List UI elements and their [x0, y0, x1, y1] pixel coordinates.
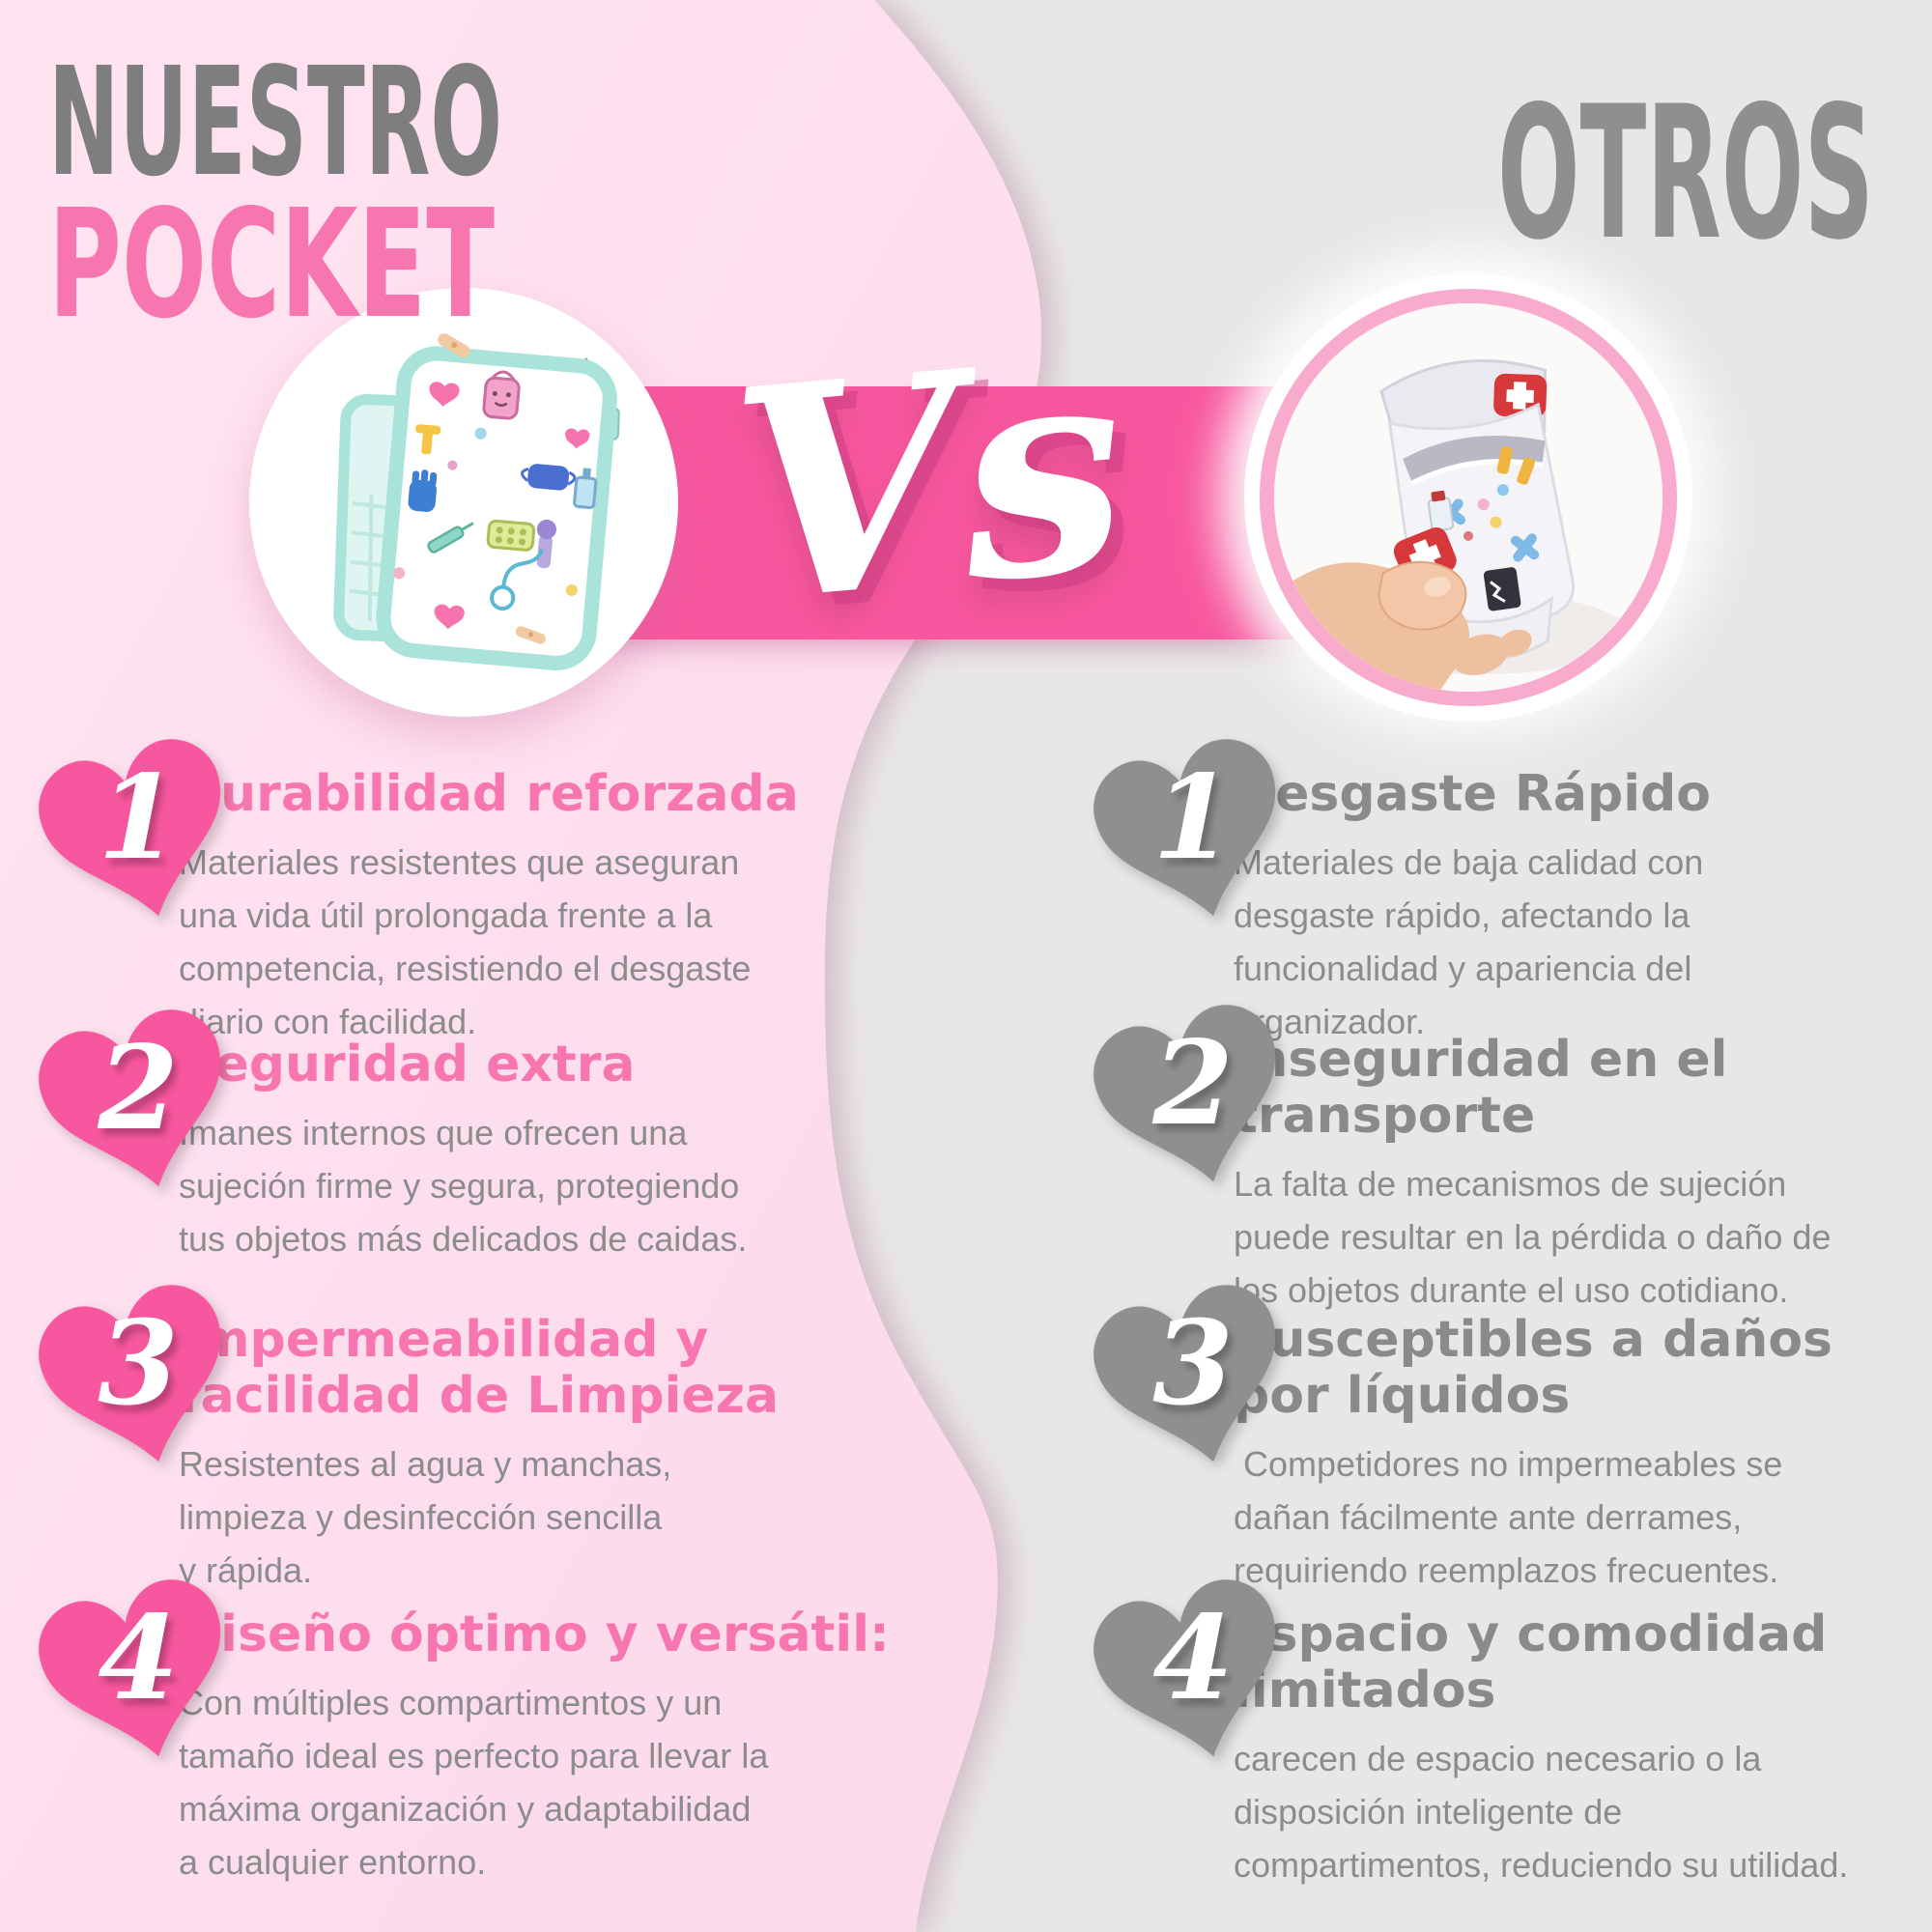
item-number: 4	[1152, 1590, 1234, 1726]
our-pocket-photo-circle	[249, 288, 678, 717]
benefit-item-2: 2 Seguridad extra Imanes internos que of…	[39, 1009, 877, 1265]
drawback-item-2: 2 Inseguridad en el transporte La falta …	[1094, 1005, 1932, 1317]
item-number: 3	[98, 1295, 179, 1432]
item-number: 2	[1152, 1015, 1234, 1151]
left-title-line2: POCKET	[48, 177, 495, 338]
item-body: La falta de mecanismos de sujeción puede…	[1234, 1164, 1832, 1310]
drawback-item-3: 3 Susceptibles a daños por líquidos Comp…	[1094, 1285, 1932, 1597]
competitor-photo	[1274, 303, 1662, 692]
item-title: Seguridad extra	[179, 1036, 636, 1094]
item-number: 3	[1152, 1295, 1234, 1432]
item-body: Resistentes al agua y manchas, limpieza …	[179, 1444, 672, 1590]
our-pocket-benefits: 1 Durabilidad reforzada Materiales resis…	[39, 0, 890, 1932]
item-title: Espacio y comodidad limitados	[1234, 1605, 1828, 1719]
heart-number-icon: 4	[39, 1579, 230, 1763]
item-body: Con múltiples compartimentos y un tamaño…	[179, 1683, 769, 1882]
item-body: Materiales resistentes que aseguran una …	[179, 842, 752, 1041]
item-body: carecen de espacio necesario o la dispos…	[1234, 1739, 1849, 1885]
item-title: Susceptibles a daños por líquidos	[1234, 1311, 1833, 1425]
heart-number-icon: 3	[1094, 1285, 1285, 1468]
item-number: 2	[98, 1020, 179, 1156]
item-title: Durabilidad reforzada	[179, 765, 799, 823]
item-number: 1	[1152, 750, 1234, 886]
right-header: OTROS	[1497, 67, 1874, 275]
competitor-drawbacks: 1 Desgaste Rápido Materiales de baja cal…	[1094, 0, 1932, 1932]
drawback-item-1: 1 Desgaste Rápido Materiales de baja cal…	[1094, 739, 1932, 1048]
competitor-photo-circle	[1260, 289, 1677, 706]
benefit-item-1: 1 Durabilidad reforzada Materiales resis…	[39, 739, 877, 1048]
item-body: Competidores no impermeables se dañan fá…	[1234, 1444, 1783, 1590]
drawback-item-4: 4 Espacio y comodidad limitados carecen …	[1094, 1579, 1932, 1891]
item-number: 4	[98, 1590, 179, 1726]
item-body: Materiales de baja calidad con desgaste …	[1234, 842, 1704, 1041]
heart-number-icon: 1	[39, 739, 230, 923]
heart-number-icon: 4	[1094, 1579, 1285, 1763]
item-title: Inseguridad en el transporte	[1234, 1031, 1728, 1145]
item-title: Impermeabilidad y facilidad de Limpieza	[179, 1311, 780, 1425]
benefit-item-4: 4 Diseño óptimo y versátil: Con múltiple…	[39, 1579, 890, 1889]
benefit-item-3: 3 Impermeabilidad y facilidad de Limpiez…	[39, 1285, 877, 1597]
item-number: 1	[98, 750, 179, 886]
competitor-photo-halo	[1244, 273, 1692, 722]
heart-number-icon: 3	[39, 1285, 230, 1468]
item-title: Diseño óptimo y versátil:	[179, 1605, 890, 1663]
item-title: Desgaste Rápido	[1234, 765, 1711, 823]
our-pocket-photo	[333, 333, 620, 671]
left-title-line1: NUESTRO	[48, 35, 502, 210]
right-title: OTROS	[1497, 67, 1874, 275]
item-body: Imanes internos que ofrecen una sujeción…	[179, 1113, 748, 1259]
heart-number-icon: 2	[39, 1009, 230, 1193]
heart-number-icon: 1	[1094, 739, 1285, 923]
heart-number-icon: 2	[1094, 1005, 1285, 1188]
left-header: NUESTRO POCKET	[48, 35, 502, 338]
